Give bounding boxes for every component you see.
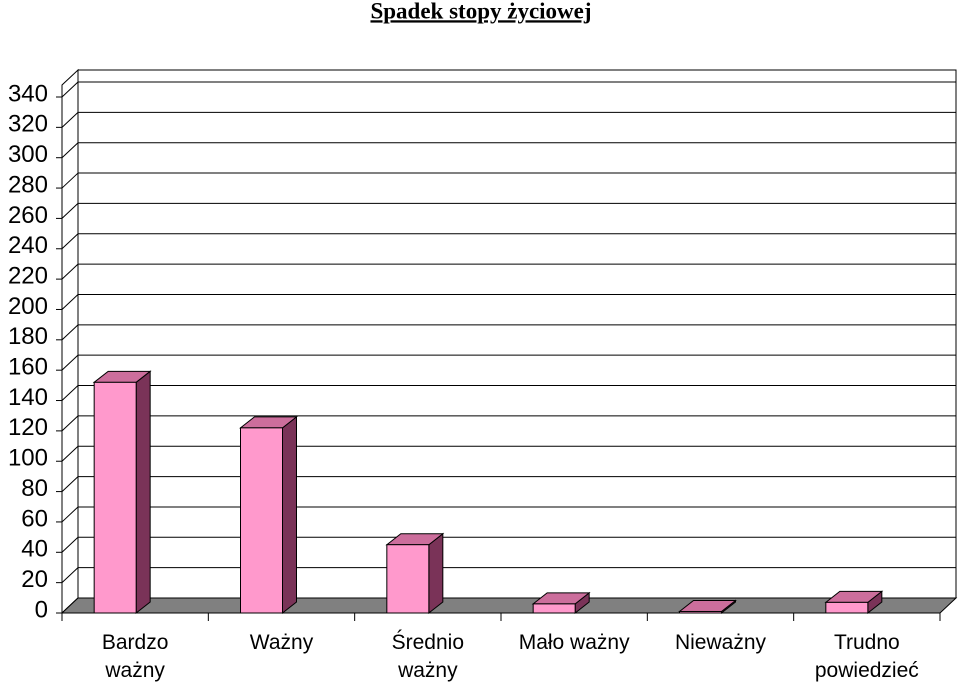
bar (93, 381, 137, 614)
floor (60, 597, 958, 614)
x-tick-label: Mało ważny (518, 631, 630, 654)
grid-line (61, 536, 79, 553)
y-tick-label: 220 (8, 262, 48, 289)
grid-line (61, 111, 79, 128)
grid-line (61, 172, 79, 189)
y-tick-label: 0 (35, 596, 48, 623)
bar-side (135, 370, 151, 615)
chart-title: Spadek stopy życiowej (370, 0, 591, 23)
y-tick-label: 240 (8, 232, 48, 259)
back-wall (77, 69, 957, 599)
grid-line (61, 203, 79, 219)
y-tick-label: 60 (21, 505, 48, 532)
x-tick-label: Ważny (249, 631, 314, 654)
y-tick-label: 180 (8, 323, 48, 350)
grid-line (61, 294, 79, 310)
grid-line (61, 324, 79, 341)
bar (386, 544, 430, 614)
y-tick-label: 260 (8, 202, 48, 229)
y-tick-label: 20 (21, 566, 48, 593)
grid-line (61, 385, 79, 401)
grid-line (61, 354, 79, 371)
side-wall (61, 68, 79, 615)
y-tick-label: 140 (8, 384, 48, 411)
bar (532, 603, 576, 614)
bar (679, 610, 722, 614)
x-tick-label: Średnio ważny (391, 631, 465, 682)
x-tick-label: Bardzo ważny (101, 631, 169, 682)
y-tick-label: 100 (8, 445, 48, 472)
grid-line (61, 567, 79, 584)
y-tick-label: 120 (8, 414, 48, 441)
y-tick-label: 300 (8, 141, 48, 168)
bar (825, 601, 869, 614)
grid-line (61, 263, 79, 280)
grid-line (61, 445, 79, 462)
grid-line (61, 142, 79, 159)
bar-side (282, 415, 297, 615)
grid-line (61, 506, 79, 523)
x-tick-label: Nieważny (674, 631, 767, 654)
grid-line (61, 233, 79, 250)
bar (240, 427, 283, 614)
y-tick-label: 280 (8, 171, 48, 198)
grid-line (61, 415, 79, 432)
y-tick-label: 320 (8, 111, 48, 138)
bar-side (428, 532, 444, 615)
y-tick-label: 80 (21, 475, 48, 502)
grid-line (61, 81, 79, 98)
grid-line (61, 476, 79, 492)
y-tick-label: 40 (21, 536, 48, 563)
x-tick-label: Trudno powiedzieć (814, 631, 919, 682)
y-tick-label: 200 (8, 293, 48, 320)
y-tick-label: 160 (8, 354, 48, 381)
y-tick-label: 340 (8, 80, 48, 107)
